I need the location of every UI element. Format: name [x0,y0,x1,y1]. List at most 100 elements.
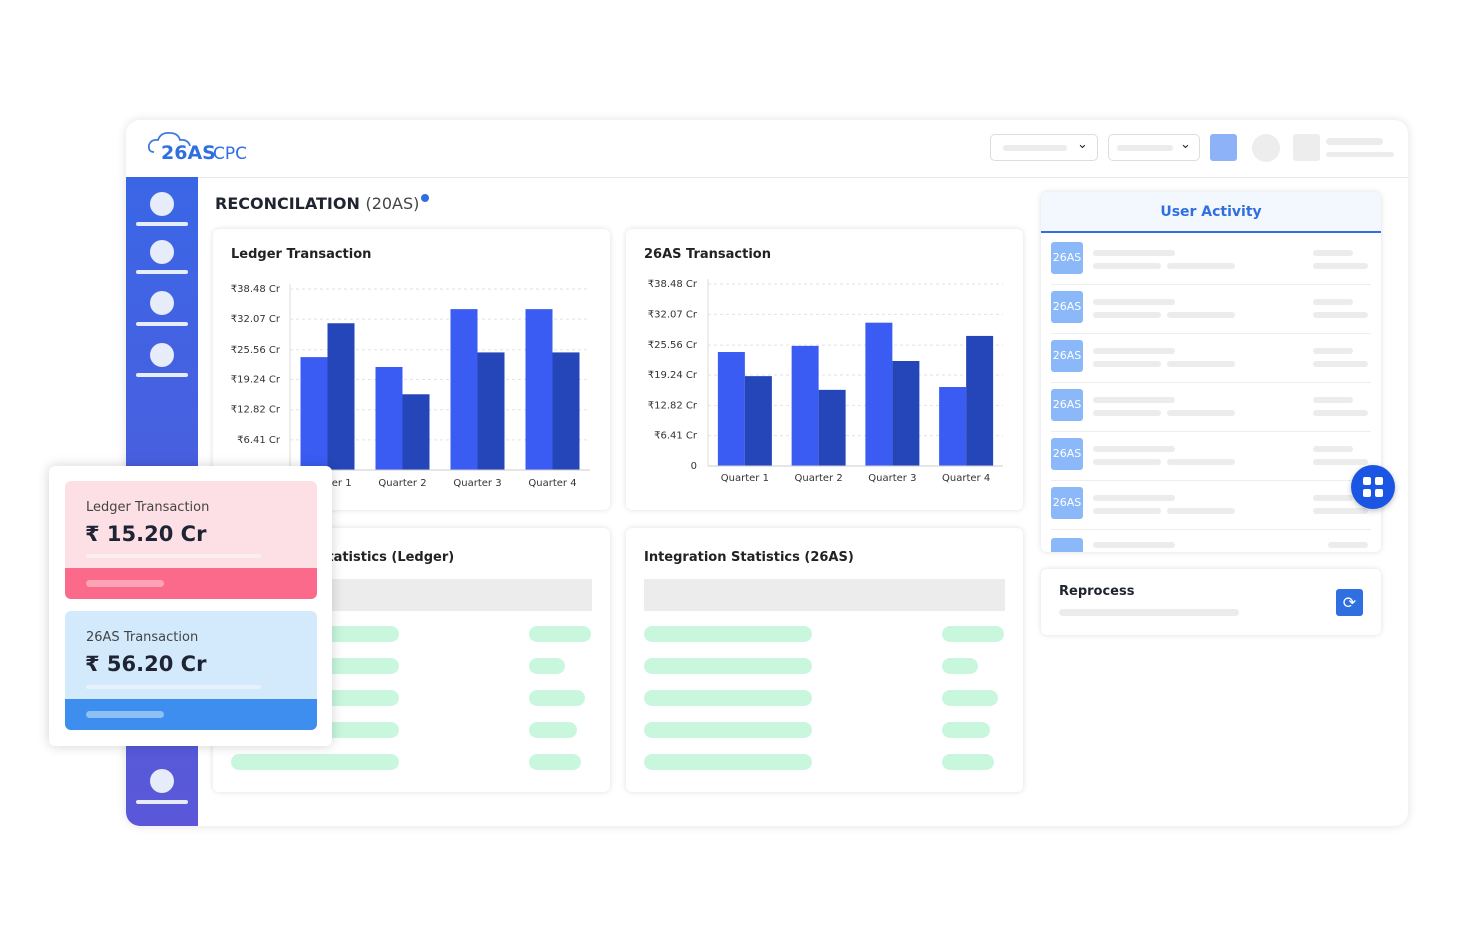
y-tick-label: ₹6.41 Cr [654,431,698,442]
summary-amount: ₹ 56.20 Cr [85,652,207,676]
skeleton [1093,312,1161,318]
summary-card: Ledger Transaction ₹ 15.20 Cr [65,481,317,599]
skeleton-row [942,722,990,738]
x-tick-label: Quarter 4 [528,478,576,489]
skeleton [86,554,261,558]
row-divider [1051,480,1371,481]
y-tick-label: ₹19.24 Cr [231,375,281,386]
nav-icon[interactable] [150,192,174,216]
y-tick-label: ₹38.48 Cr [648,279,698,290]
bar [791,345,819,466]
chevron: ⌄ [1180,137,1191,152]
row-divider [1051,382,1371,383]
skeleton-row [942,626,1004,642]
skeleton [1093,348,1175,354]
skeleton [1313,459,1368,465]
skeleton [1313,263,1368,269]
info-icon[interactable] [421,194,430,202]
refresh-button[interactable]: ⟳ [1336,589,1363,616]
bar [744,376,772,466]
bar [525,309,553,470]
skeleton [1313,312,1368,318]
nav-icon[interactable] [150,769,174,793]
skeleton [1167,263,1235,269]
bar [300,357,328,470]
stats-card: Integration Statistics (26AS) [626,528,1023,792]
row-divider [1051,431,1371,432]
skeleton-row [942,754,994,770]
skeleton [1093,542,1175,548]
x-tick-label: Quarter 3 [868,473,916,484]
skeleton [1167,361,1235,367]
x-tick-label: Quarter 1 [721,473,769,484]
skeleton [86,685,261,689]
page-title: RECONCILATION (20AS) [215,194,430,213]
bar [327,323,355,470]
chart-card: Ledger Transaction 0₹6.41 Cr₹12.82 Cr₹19… [213,229,610,510]
reprocess-label: Reprocess [1059,584,1135,599]
dropdown[interactable]: ⌄ [1108,134,1200,161]
apps-button[interactable] [1351,465,1395,509]
skeleton [1313,299,1353,305]
y-tick-label: ₹25.56 Cr [648,340,698,351]
activity-badge: 26AS [1051,291,1083,323]
nav-label [136,800,188,804]
skeleton-row [942,658,978,674]
nav-label [136,222,188,226]
bar [939,387,967,466]
skeleton-row [231,754,399,770]
bar [966,335,994,466]
skeleton-row [644,626,812,642]
bar [865,322,893,466]
x-tick-label: Quarter 4 [942,473,990,484]
skeleton-row [529,754,581,770]
bar [477,352,505,470]
nav-label [136,322,188,326]
panel-header [1041,192,1381,233]
summary-label: 26AS Transaction [86,630,199,645]
panel-title: User Activity [1160,204,1262,220]
y-tick-label: ₹6.41 Cr [237,435,281,446]
y-tick-label: ₹19.24 Cr [648,370,698,381]
nav-icon[interactable] [150,240,174,264]
table-header [644,579,1005,611]
skeleton-row [644,690,812,706]
skeleton [1313,446,1353,452]
avatar[interactable] [1252,134,1280,162]
skeleton [1093,397,1175,403]
chart-title: Ledger Transaction [231,247,372,262]
y-tick-label: 0 [691,461,697,472]
nav-icon[interactable] [150,343,174,367]
skeleton [1093,250,1175,256]
title-tag: (20AS) [365,194,420,213]
skeleton [1093,446,1175,452]
skeleton [1313,410,1368,416]
y-tick-label: ₹25.56 Cr [231,345,281,356]
skeleton [1167,410,1235,416]
skeleton [1093,508,1161,514]
skeleton [1093,263,1161,269]
skeleton [1093,410,1161,416]
summary-card: 26AS Transaction ₹ 56.20 Cr [65,611,317,730]
skeleton [1313,250,1353,256]
skeleton-row [529,722,577,738]
skeleton-row [644,754,812,770]
dropdown[interactable]: ⌄ [990,134,1098,161]
bar [892,361,920,466]
y-tick-label: ₹32.07 Cr [648,309,698,320]
row-divider [1051,333,1371,334]
skeleton-row [529,626,591,642]
skeleton [1328,542,1368,548]
skeleton [1059,609,1239,616]
header-button[interactable] [1210,134,1237,161]
row-divider [1051,529,1371,530]
skeleton [1093,299,1175,305]
nav-icon[interactable] [150,291,174,315]
skeleton [1326,152,1394,157]
title-text: RECONCILATION [215,194,360,213]
skeleton [1167,312,1235,318]
activity-badge: 26AS [1051,340,1083,372]
y-tick-label: ₹32.07 Cr [231,314,281,325]
logo-cloud [148,131,191,153]
logo-suffix: CPC [213,144,247,164]
